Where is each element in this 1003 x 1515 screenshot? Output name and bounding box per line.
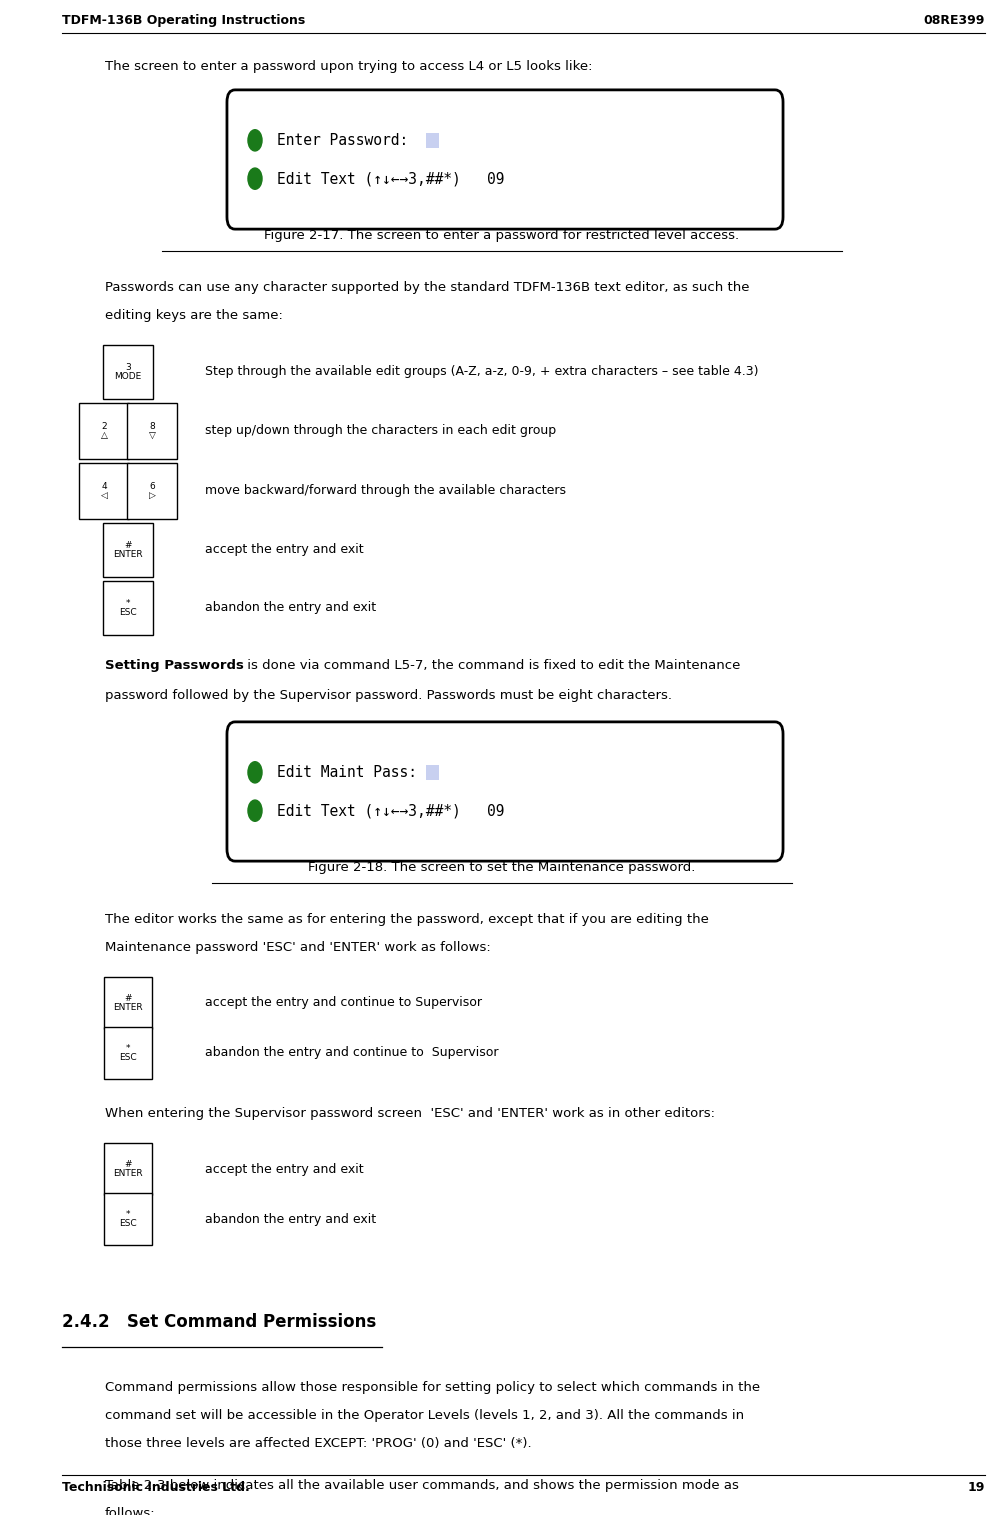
Text: Command permissions allow those responsible for setting policy to select which c: Command permissions allow those responsi…: [105, 1382, 759, 1394]
Text: 4
◁: 4 ◁: [100, 482, 107, 500]
Text: 08RE399: 08RE399: [923, 14, 984, 27]
Text: #
ENTER: # ENTER: [113, 541, 142, 559]
FancyBboxPatch shape: [104, 1194, 151, 1245]
Text: *
ESC: * ESC: [119, 1209, 136, 1229]
Text: Passwords can use any character supported by the standard TDFM-136B text editor,: Passwords can use any character supporte…: [105, 280, 749, 294]
FancyBboxPatch shape: [103, 523, 152, 577]
FancyBboxPatch shape: [126, 464, 177, 518]
Text: *
ESC: * ESC: [119, 1044, 136, 1062]
Text: 19: 19: [967, 1482, 984, 1494]
Text: Setting Passwords: Setting Passwords: [105, 659, 244, 673]
Text: TDFM-136B Operating Instructions: TDFM-136B Operating Instructions: [62, 14, 305, 27]
FancyBboxPatch shape: [227, 89, 782, 229]
Text: Maintenance password 'ESC' and 'ENTER' work as follows:: Maintenance password 'ESC' and 'ENTER' w…: [105, 941, 490, 954]
Text: Enter Password:: Enter Password:: [277, 133, 416, 148]
Text: Table 2-3 below indicates all the available user commands, and shows the permiss: Table 2-3 below indicates all the availa…: [105, 1479, 738, 1492]
Text: Edit Maint Pass:: Edit Maint Pass:: [277, 765, 416, 780]
Text: accept the entry and exit: accept the entry and exit: [205, 544, 363, 556]
Text: When entering the Supervisor password screen  'ESC' and 'ENTER' work as in other: When entering the Supervisor password sc…: [105, 1107, 714, 1120]
Circle shape: [248, 762, 262, 783]
Text: accept the entry and continue to Supervisor: accept the entry and continue to Supervi…: [205, 997, 481, 1009]
FancyBboxPatch shape: [425, 765, 439, 780]
Text: command set will be accessible in the Operator Levels (levels 1, 2, and 3). All : command set will be accessible in the Op…: [105, 1409, 743, 1423]
Text: 8
▽: 8 ▽: [148, 421, 155, 441]
Text: #
ENTER: # ENTER: [113, 994, 142, 1012]
Text: Edit Text (↑↓←→3,##*)   09: Edit Text (↑↓←→3,##*) 09: [277, 803, 504, 818]
FancyBboxPatch shape: [79, 403, 129, 459]
Text: Edit Text (↑↓←→3,##*)   09: Edit Text (↑↓←→3,##*) 09: [277, 171, 504, 186]
Text: 2.4.2   Set Command Permissions: 2.4.2 Set Command Permissions: [62, 1314, 376, 1332]
Text: is done via command L5-7, the command is fixed to edit the Maintenance: is done via command L5-7, the command is…: [243, 659, 739, 673]
FancyBboxPatch shape: [227, 721, 782, 861]
Text: 6
▷: 6 ▷: [148, 482, 155, 500]
Text: step up/down through the characters in each edit group: step up/down through the characters in e…: [205, 424, 556, 438]
Text: password followed by the Supervisor password. Passwords must be eight characters: password followed by the Supervisor pass…: [105, 689, 671, 701]
FancyBboxPatch shape: [104, 1027, 151, 1079]
Text: 2
△: 2 △: [100, 421, 107, 441]
Text: Step through the available edit groups (A-Z, a-z, 0-9, + extra characters – see : Step through the available edit groups (…: [205, 365, 757, 379]
FancyBboxPatch shape: [79, 464, 129, 518]
Text: Figure 2-17. The screen to enter a password for restricted level access.: Figure 2-17. The screen to enter a passw…: [264, 229, 739, 242]
Circle shape: [248, 130, 262, 152]
Text: Figure 2-18. The screen to set the Maintenance password.: Figure 2-18. The screen to set the Maint…: [308, 861, 695, 874]
Text: abandon the entry and continue to  Supervisor: abandon the entry and continue to Superv…: [205, 1047, 498, 1059]
FancyBboxPatch shape: [104, 1144, 151, 1194]
Text: abandon the entry and exit: abandon the entry and exit: [205, 1212, 376, 1226]
FancyBboxPatch shape: [103, 582, 152, 635]
Circle shape: [248, 168, 262, 189]
Text: accept the entry and exit: accept the entry and exit: [205, 1162, 363, 1176]
Circle shape: [248, 800, 262, 821]
Text: *
ESC: * ESC: [119, 598, 136, 617]
Text: #
ENTER: # ENTER: [113, 1159, 142, 1179]
Text: editing keys are the same:: editing keys are the same:: [105, 309, 283, 323]
Text: follows:: follows:: [105, 1507, 155, 1515]
Text: 3
MODE: 3 MODE: [114, 362, 141, 382]
FancyBboxPatch shape: [425, 133, 439, 148]
Text: Technisonic Industries Ltd.: Technisonic Industries Ltd.: [62, 1482, 250, 1494]
Text: The screen to enter a password upon trying to access L4 or L5 looks like:: The screen to enter a password upon tryi…: [105, 61, 592, 73]
FancyBboxPatch shape: [126, 403, 177, 459]
Text: move backward/forward through the available characters: move backward/forward through the availa…: [205, 485, 566, 497]
FancyBboxPatch shape: [104, 977, 151, 1029]
FancyBboxPatch shape: [103, 345, 152, 398]
Text: those three levels are affected EXCEPT: 'PROG' (0) and 'ESC' (*).: those three levels are affected EXCEPT: …: [105, 1438, 532, 1450]
Text: The editor works the same as for entering the password, except that if you are e: The editor works the same as for enterin…: [105, 914, 708, 926]
Text: abandon the entry and exit: abandon the entry and exit: [205, 601, 376, 615]
